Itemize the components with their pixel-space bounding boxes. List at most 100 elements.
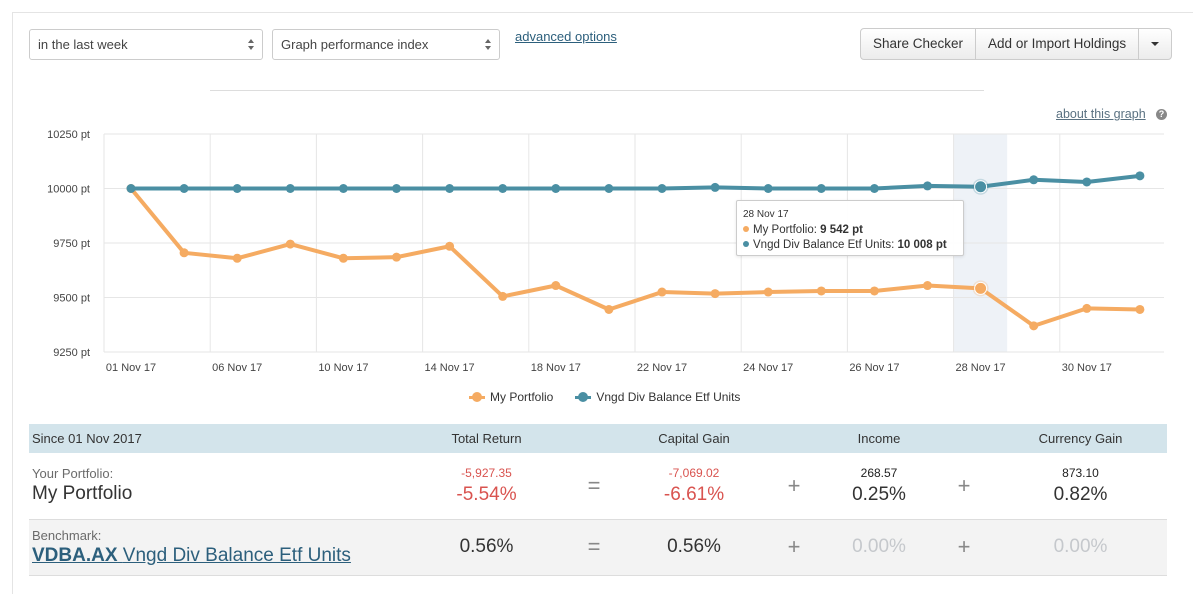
y-tick-label: 10000 pt (47, 184, 90, 196)
portfolio-point (179, 248, 189, 258)
tooltip-benchmark-value: 10 008 pt (897, 239, 947, 251)
benchmark-point (232, 184, 242, 193)
plus-operator: + (957, 534, 971, 559)
portfolio-point (445, 241, 455, 251)
portfolio-currency-gain-amount: 873.10 (1062, 465, 1099, 480)
portfolio-dot-icon (743, 225, 749, 232)
benchmark-point (179, 184, 189, 193)
tooltip-portfolio-label: My Portfolio: (753, 224, 817, 236)
portfolio-income-amount: 268.57 (860, 465, 898, 480)
portfolio-point (551, 281, 561, 291)
portfolio-total-return-pct: -5.54% (456, 483, 517, 505)
since-label: Since 01 Nov 2017 (32, 431, 142, 446)
summary-header-row: Since 01 Nov 2017 Total Return Capital G… (29, 424, 1167, 453)
chart-tooltip: 28 Nov 17 My Portfolio: 9 542 pt Vngd Di… (736, 200, 964, 256)
benchmark-point (710, 182, 720, 192)
portfolio-point (816, 286, 826, 296)
legend-portfolio-label: My Portfolio (490, 390, 554, 404)
benchmark-point (498, 184, 508, 193)
plus-operator: + (957, 472, 971, 498)
portfolio-row-label: Your Portfolio: (32, 466, 114, 482)
x-tick-label: 10 Nov 17 (318, 362, 368, 374)
portfolio-point (710, 289, 720, 299)
divider (210, 90, 984, 91)
portfolio-name: My Portfolio (32, 483, 133, 505)
benchmark-point (285, 184, 295, 193)
period-select-value: in the last week (38, 37, 128, 52)
add-import-holdings-button[interactable]: Add or Import Holdings (976, 29, 1140, 59)
tooltip-portfolio-value: 9 542 pt (820, 224, 863, 236)
benchmark-row: Benchmark: VDBA.AX Vngd Div Balance Etf … (29, 519, 1167, 575)
portfolio-series-line (129, 187, 1140, 328)
benchmark-link[interactable]: VDBA.AX Vngd Div Balance Etf Units (32, 545, 408, 567)
y-tick-label: 10250 pt (47, 129, 90, 141)
benchmark-point (1082, 177, 1092, 187)
x-tick-label: 26 Nov 17 (849, 362, 899, 374)
portfolio-point (763, 287, 773, 297)
advanced-options-link[interactable]: advanced options (515, 29, 617, 44)
legend-item-benchmark[interactable]: Vngd Div Balance Etf Units (575, 390, 740, 404)
chart-legend: My Portfolio Vngd Div Balance Etf Units (469, 390, 762, 404)
portfolio-point (604, 304, 614, 314)
benchmark-point (763, 184, 773, 193)
portfolio-row: Your Portfolio: My Portfolio -5,927.35 -… (29, 453, 1167, 519)
about-graph-link[interactable]: about this graph (1056, 107, 1146, 121)
equals-operator: = (587, 534, 601, 559)
x-tick-label: 22 Nov 17 (637, 362, 687, 374)
graph-type-select[interactable]: Graph performance index (272, 29, 500, 60)
benchmark-point (1029, 175, 1039, 185)
benchmark-point (604, 184, 614, 193)
x-tick-label: 06 Nov 17 (212, 362, 262, 374)
action-button-group: Share Checker Add or Import Holdings (860, 28, 1173, 60)
benchmark-point (657, 184, 667, 193)
x-tick-label: 30 Nov 17 (1062, 362, 1112, 374)
portfolio-capital-gain-amount: -7,069.02 (668, 465, 720, 480)
x-tick-label: 18 Nov 17 (531, 362, 581, 374)
portfolio-income-pct: 0.25% (852, 483, 906, 505)
legend-benchmark-label: Vngd Div Balance Etf Units (596, 390, 741, 404)
header-currency-gain: Currency Gain (1038, 431, 1123, 446)
benchmark-dot-icon (743, 240, 749, 247)
portfolio-point (1135, 304, 1145, 314)
benchmark-point (1135, 171, 1145, 181)
period-select[interactable]: in the last week (29, 29, 263, 60)
portfolio-point (232, 253, 242, 263)
portfolio-point (1029, 321, 1039, 331)
tooltip-benchmark-label: Vngd Div Balance Etf Units: (753, 239, 895, 251)
legend-item-portfolio[interactable]: My Portfolio (469, 390, 553, 404)
benchmark-point (816, 184, 826, 193)
x-tick-label: 28 Nov 17 (956, 362, 1006, 374)
header-capital-gain: Capital Gain (658, 431, 730, 446)
select-arrows-icon (248, 39, 256, 51)
benchmark-name: Vngd Div Balance Etf Units (122, 544, 351, 566)
dropdown-toggle-button[interactable] (1139, 29, 1171, 59)
portfolio-point (974, 281, 988, 295)
header-income: Income (857, 431, 901, 446)
x-tick-label: 01 Nov 17 (106, 362, 156, 374)
y-tick-label: 9500 pt (53, 293, 90, 305)
graph-type-select-value: Graph performance index (281, 37, 429, 52)
portfolio-point (338, 253, 348, 263)
portfolio-capital-gain-pct: -6.61% (663, 483, 725, 505)
portfolio-point (657, 287, 667, 297)
benchmark-total-return-pct: 0.56% (459, 536, 514, 557)
tooltip-portfolio-line: My Portfolio: 9 542 pt (743, 223, 957, 238)
legend-portfolio-marker-icon (469, 392, 485, 402)
x-tick-label: 24 Nov 17 (743, 362, 793, 374)
performance-summary-table: Since 01 Nov 2017 Total Return Capital G… (29, 424, 1167, 576)
tooltip-benchmark-line: Vngd Div Balance Etf Units: 10 008 pt (743, 238, 957, 253)
benchmark-point (974, 180, 988, 194)
help-icon[interactable]: ? (1156, 109, 1167, 120)
portfolio-currency-gain-pct: 0.82% (1053, 483, 1108, 505)
benchmark-point (392, 184, 401, 193)
tooltip-date: 28 Nov 17 (743, 209, 789, 220)
portfolio-point (869, 286, 879, 296)
benchmark-income-pct: 0.00% (852, 536, 906, 557)
portfolio-point (498, 291, 508, 301)
share-checker-button[interactable]: Share Checker (861, 29, 977, 59)
plus-operator: + (787, 534, 801, 559)
header-total-return: Total Return (451, 431, 522, 446)
benchmark-code: VDBA.AX (32, 544, 118, 566)
benchmark-point (551, 184, 561, 193)
benchmark-capital-gain-pct: 0.56% (667, 536, 721, 557)
